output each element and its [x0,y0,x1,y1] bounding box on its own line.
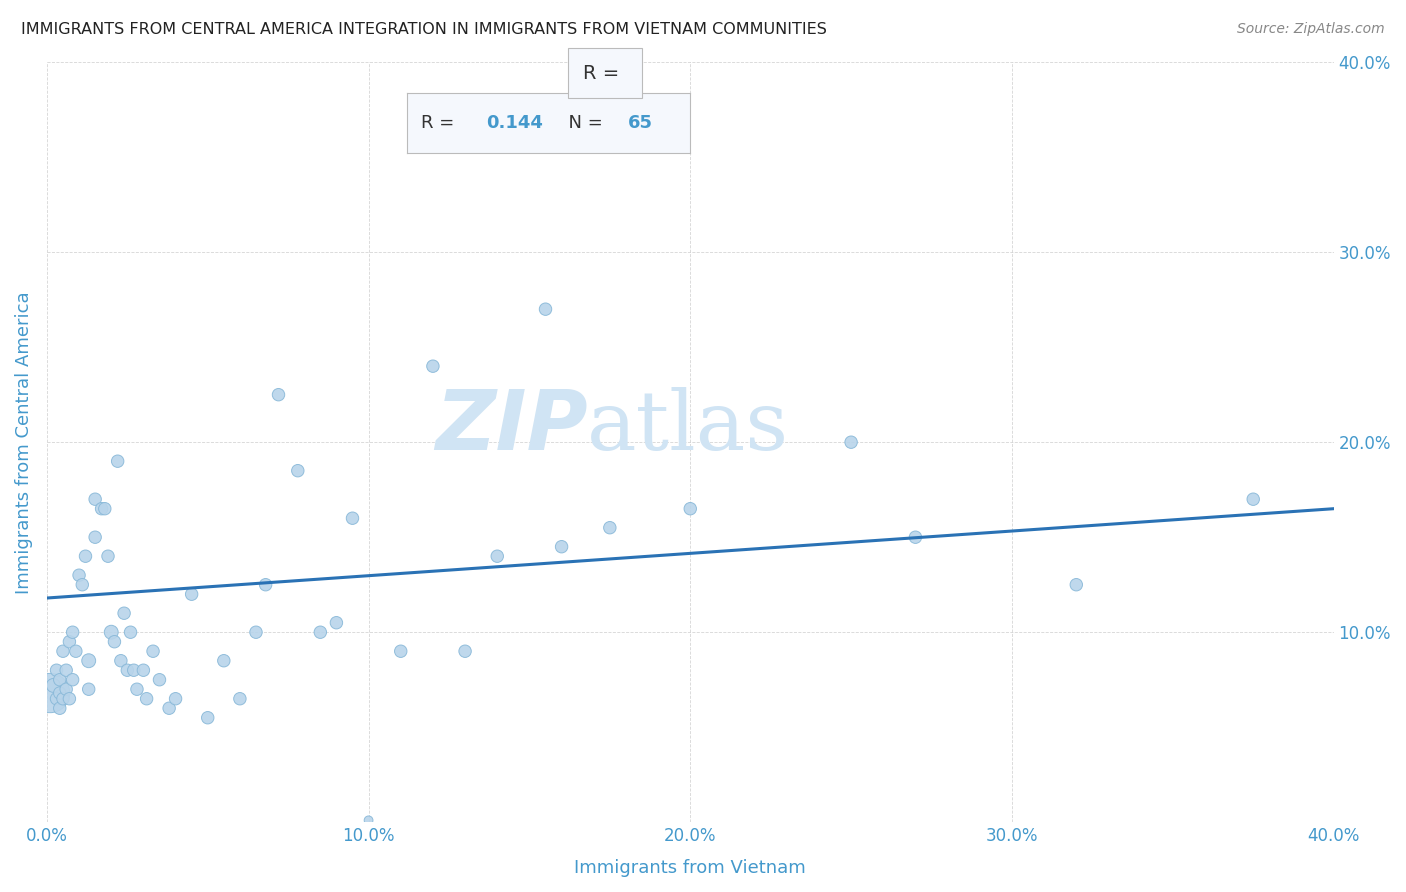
Point [287,464,309,478]
Point [309,625,332,640]
Point [72,578,94,592]
Point [599,521,621,535]
Point [55,663,77,677]
Point [122,663,145,677]
Text: R =: R = [583,63,626,83]
Point [77,682,100,697]
Point [103,634,125,648]
Point [389,644,412,658]
Point [58,691,80,706]
Point [75,549,97,564]
Point [325,615,347,630]
Point [52,691,75,706]
Point [52,644,75,658]
Point [77,654,100,668]
Point [212,654,235,668]
Point [45,691,67,706]
Point [39,686,62,700]
Point [94,501,117,516]
Point [197,711,219,725]
Point [165,691,187,706]
Point [550,540,572,554]
Point [454,644,477,658]
Text: atlas: atlas [588,387,789,467]
Point [55,682,77,697]
Point [135,691,157,706]
Point [49,701,72,715]
Point [100,625,122,640]
Point [229,691,252,706]
Point [342,511,364,525]
Point [112,606,135,620]
Point [117,663,139,677]
Point [486,549,509,564]
Point [49,686,72,700]
Point [67,568,90,582]
Point [125,682,148,697]
Point [679,501,702,516]
Point [839,435,862,450]
Point [58,634,80,648]
Point [1064,578,1087,592]
X-axis label: Immigrants from Vietnam: Immigrants from Vietnam [575,859,806,877]
Point [42,678,65,692]
Point [97,549,120,564]
Point [534,302,557,317]
Point [132,663,155,677]
Point [148,673,170,687]
Text: Source: ZipAtlas.com: Source: ZipAtlas.com [1237,22,1385,37]
Point [157,701,180,715]
Point [49,673,72,687]
Point [45,663,67,677]
Point [107,454,129,468]
Point [84,492,107,507]
Point [180,587,202,601]
Point [110,654,132,668]
Point [120,625,142,640]
Point [904,530,927,544]
Point [422,359,444,374]
Text: IMMIGRANTS FROM CENTRAL AMERICA INTEGRATION IN IMMIGRANTS FROM VIETNAM COMMUNITI: IMMIGRANTS FROM CENTRAL AMERICA INTEGRAT… [21,22,827,37]
Point [254,578,277,592]
Point [142,644,165,658]
Point [65,644,87,658]
Point [245,625,267,640]
Y-axis label: Immigrants from Central America: Immigrants from Central America [15,291,32,593]
Point [84,530,107,544]
Point [1241,492,1264,507]
Point [62,625,84,640]
Point [90,501,112,516]
Point [267,387,290,401]
Point [357,814,380,828]
Point [62,673,84,687]
Text: ZIP: ZIP [434,386,588,467]
